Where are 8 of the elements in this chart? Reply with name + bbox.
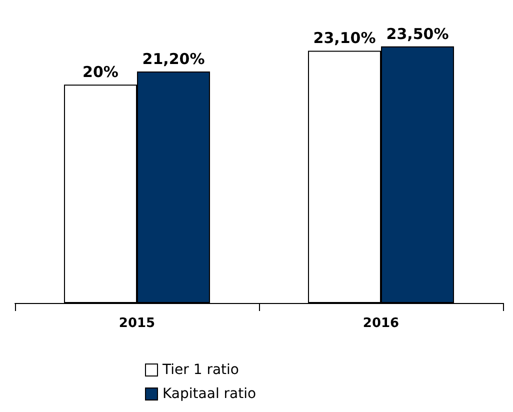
data-label: 23,50% [386,24,449,43]
legend-label: Kapitaal ratio [162,386,256,402]
legend-label: Tier 1 ratio [162,362,239,378]
x-tick-label: 2015 [118,316,156,331]
data-label: 23,10% [313,29,376,48]
data-label: 21,20% [142,50,205,68]
data-label: 20% [82,63,118,82]
x-tick-label: 2016 [362,316,400,331]
